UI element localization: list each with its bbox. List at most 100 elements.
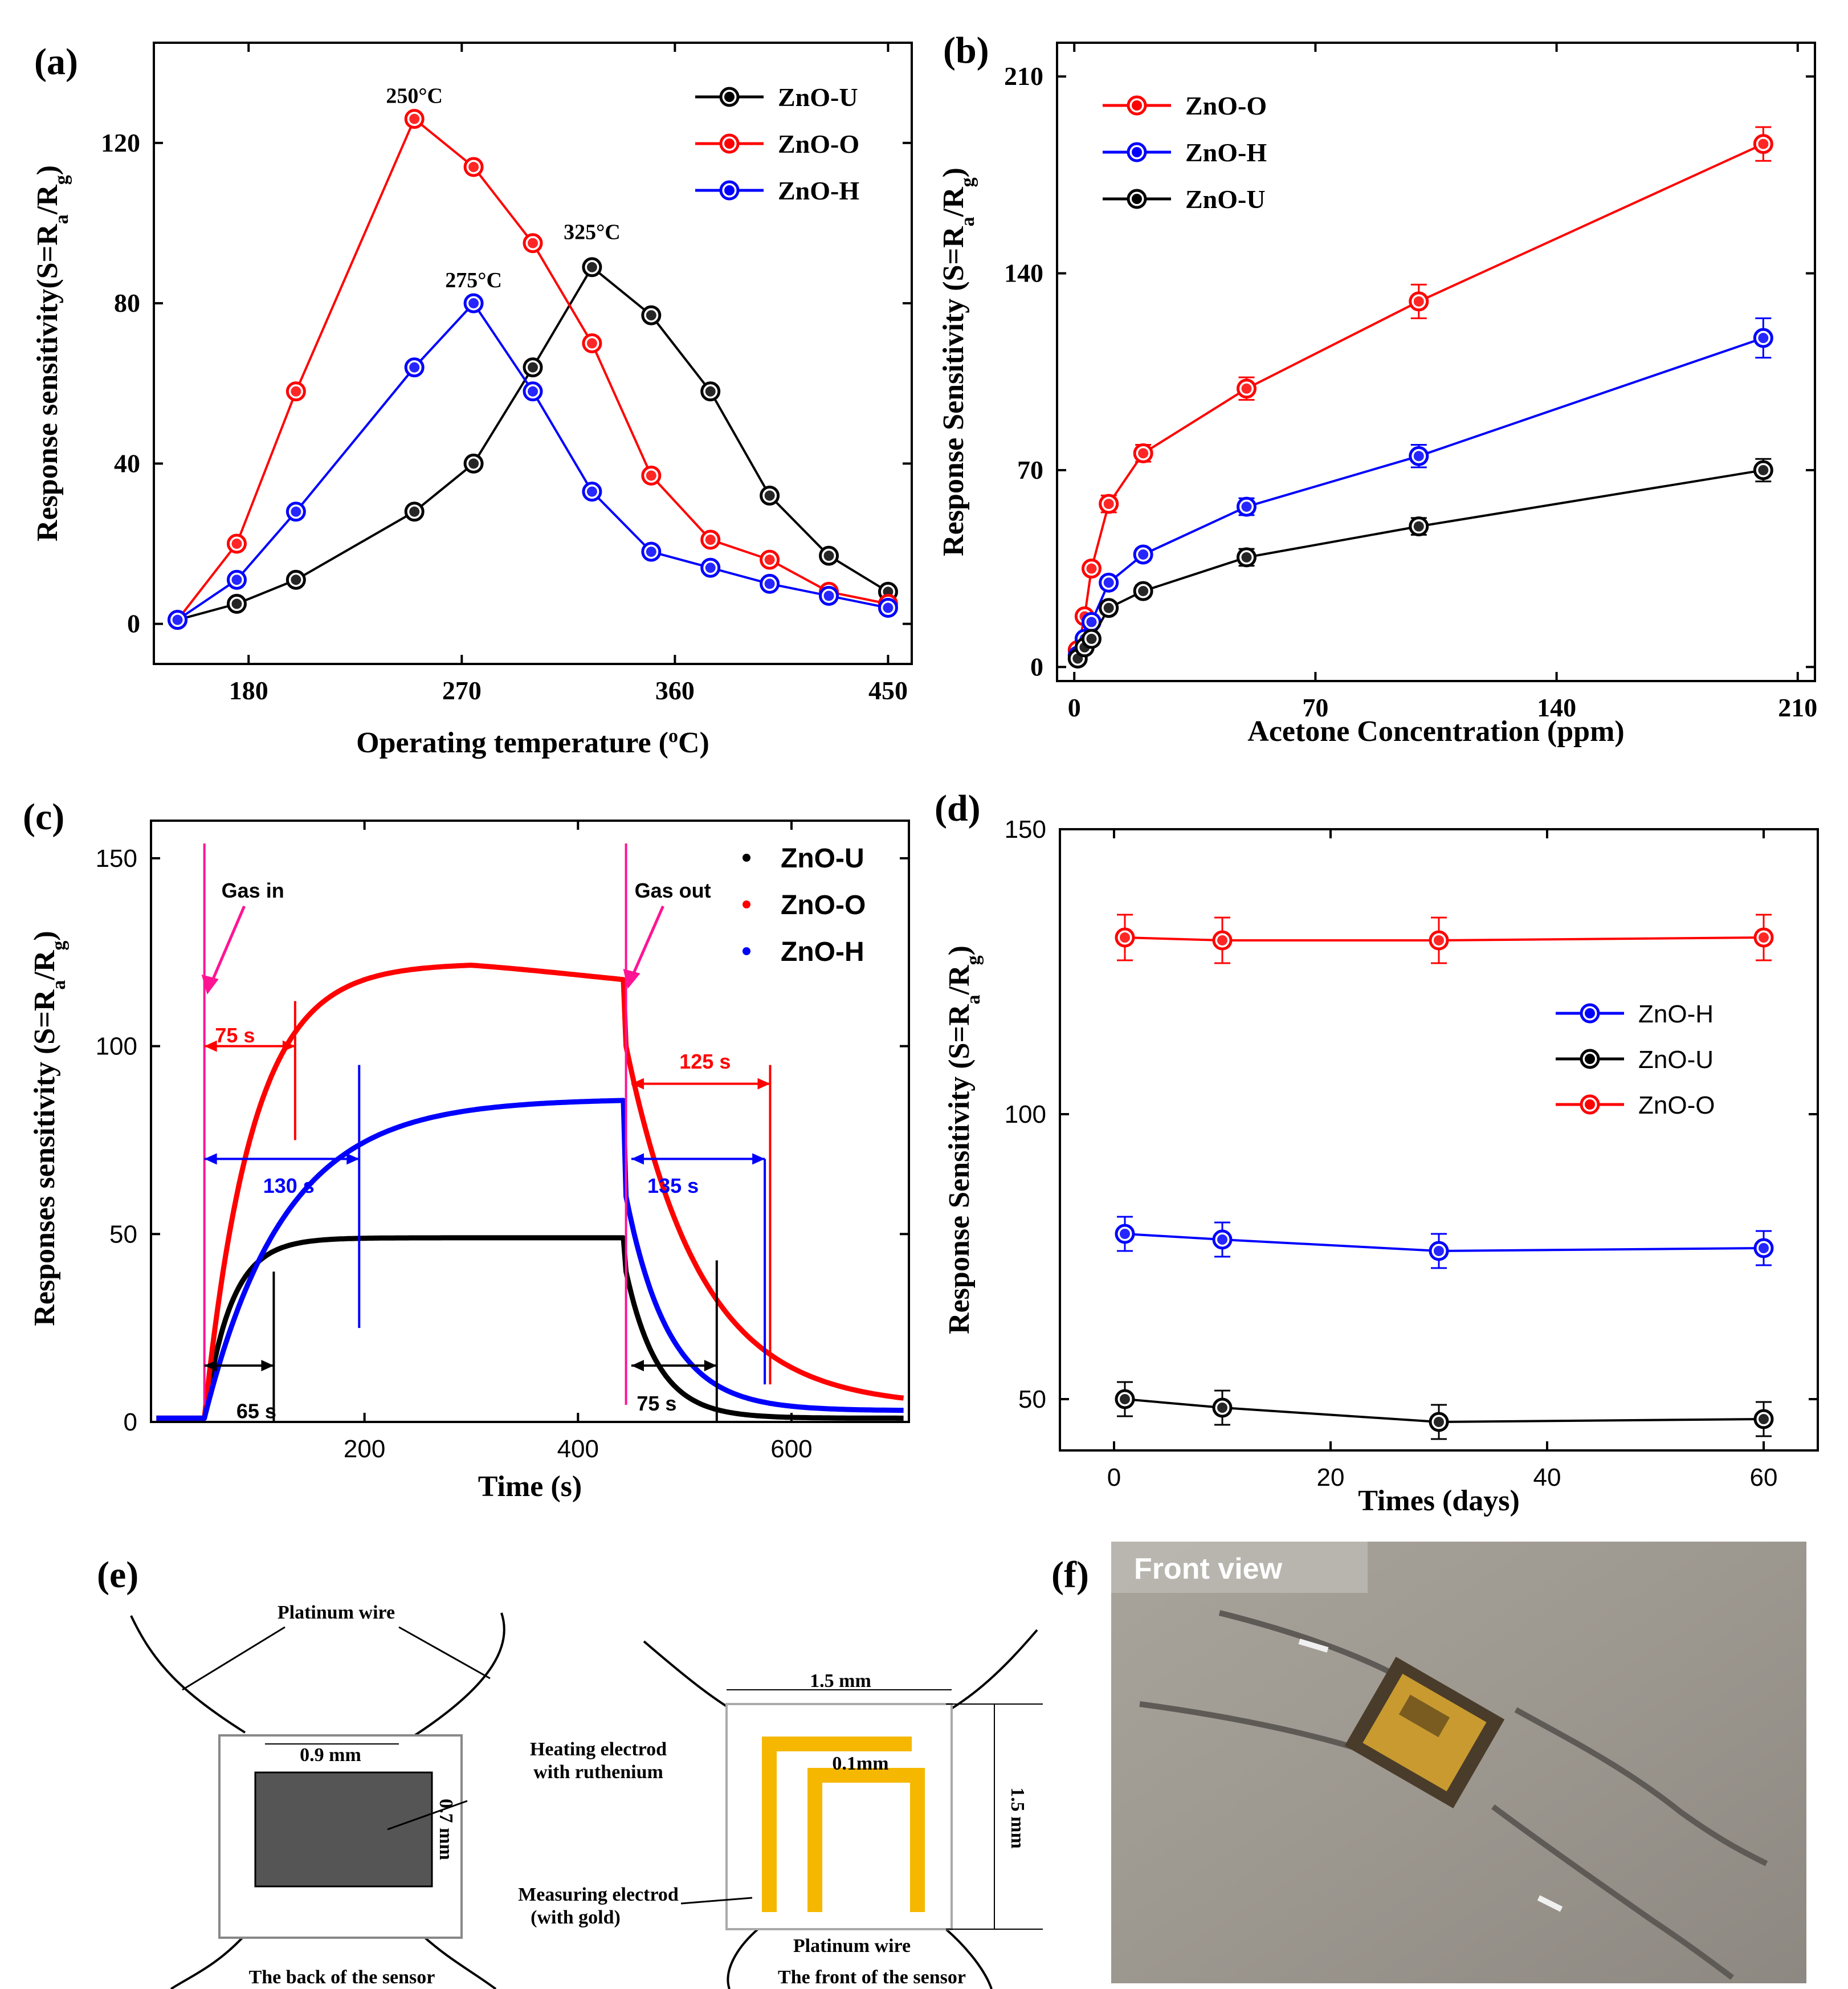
- series-line-ZnO-U: [1076, 468, 1764, 659]
- data-point-fill: [1241, 552, 1252, 563]
- photo-wire-highlight-1: [1298, 1639, 1329, 1653]
- data-point-fill: [883, 602, 894, 613]
- panel-c-xlabel: Time (s): [478, 1470, 582, 1503]
- legend-marker: [743, 947, 750, 955]
- panel-c-marks: [156, 963, 904, 1421]
- y-tick-label: 80: [114, 288, 140, 317]
- y-tick-label: 150: [1005, 816, 1046, 843]
- legend-label: ZnO-U: [1638, 1046, 1714, 1074]
- photo-wire-highlight-2: [1537, 1895, 1563, 1912]
- heating-label-1: Heating electrod: [530, 1739, 667, 1760]
- front-wire-bottom-left: [727, 1928, 759, 1989]
- data-point-fill: [823, 551, 834, 561]
- panel-d-axes: 0 20 40 60 50 100 150: [1005, 816, 1818, 1491]
- y-tick-label: 150: [96, 845, 137, 873]
- legend-marker-fill: [724, 185, 735, 195]
- panel-d-ylabel: Response Sensitivity (S=Ra/Rg): [943, 945, 984, 1334]
- h-response-arrow-r: [346, 1153, 360, 1165]
- data-point-fill: [1434, 1246, 1444, 1256]
- panel-b-legend: ZnO-O ZnO-H ZnO-U: [1103, 91, 1267, 214]
- gold-electrode-outer: [762, 1737, 912, 1912]
- x-tick-label: 400: [557, 1435, 599, 1463]
- series-line-ZnO-U: [1124, 1398, 1764, 1424]
- legend-label: ZnO-O: [1638, 1091, 1715, 1119]
- panel-b-ylabel: Response Sensitivity (S=Ra/Rg): [937, 168, 978, 556]
- data-point-fill: [586, 486, 597, 497]
- panel-b-xlabel: Acetone Concentration (ppm): [1247, 715, 1624, 748]
- sensor-back-diagram: Platinum wire 0.9 mm 0.7 mm Heating elec…: [130, 1602, 667, 1989]
- x-tick-label: 60: [1750, 1464, 1778, 1491]
- x-tick-label: 180: [229, 676, 268, 705]
- panel-d-xlabel: Times (days): [1358, 1485, 1520, 1517]
- o-recovery-arrow-r: [757, 1078, 770, 1090]
- data-point-fill: [231, 598, 242, 609]
- x-tick-label: 0: [1107, 1464, 1121, 1491]
- data-point-fill: [528, 238, 538, 248]
- y-tick-label: 50: [109, 1220, 137, 1248]
- y-tick-label: 120: [101, 128, 140, 157]
- u-response-label: 65 s: [236, 1399, 276, 1423]
- data-point-fill: [291, 574, 301, 585]
- data-point-fill: [231, 574, 242, 585]
- data-point-fill: [1241, 502, 1252, 512]
- data-point-fill: [291, 386, 301, 397]
- transient-ZnO-H: [156, 1098, 904, 1421]
- legend-marker-fill: [1585, 1008, 1595, 1018]
- x-tick-label: 140: [1537, 693, 1576, 722]
- o-response-arrow-r: [282, 1040, 295, 1052]
- y-tick-label: 50: [1018, 1385, 1046, 1413]
- o-response-label: 75 s: [215, 1024, 255, 1047]
- measuring-pointer: [680, 1897, 753, 1905]
- legend-marker-fill: [1132, 147, 1142, 157]
- data-point-fill: [1103, 577, 1114, 588]
- data-point-fill: [1217, 935, 1227, 945]
- legend-label: ZnO-O: [1185, 91, 1267, 120]
- data-point-fill: [528, 362, 538, 373]
- h-recovery-arrow-r: [752, 1153, 765, 1165]
- panel-c: (c) 200 400 600 0 50 100 150 Gas in Gas out 75 s…: [23, 796, 910, 1503]
- legend-label: ZnO-U: [781, 843, 864, 874]
- heating-pointer: [387, 1800, 468, 1831]
- legend-label: ZnO-H: [781, 937, 864, 967]
- wire-pointer-left: [182, 1626, 285, 1691]
- gas-in-arrowhead: [201, 975, 219, 995]
- legend-label: ZnO-H: [778, 176, 859, 205]
- legend-label: ZnO-H: [1185, 138, 1267, 167]
- sensor-front-diagram: 1.5 mm 0.1mm 1.5 mm Measuring electrod (…: [518, 1629, 1043, 1989]
- series-line-ZnO-H: [1124, 1233, 1764, 1253]
- panel-b-frame: [1056, 42, 1816, 682]
- sensor-back-title: The back of the sensor: [249, 1967, 435, 1988]
- peak-annotation: 275°C: [445, 268, 502, 292]
- data-point-fill: [1759, 932, 1769, 943]
- platinum-wire-front-label: Platinum wire: [793, 1935, 911, 1957]
- measuring-label-2: (with gold): [531, 1907, 621, 1928]
- data-point-fill: [1103, 499, 1114, 510]
- data-point-fill: [468, 458, 479, 469]
- panel-a-label: (a): [34, 41, 78, 83]
- panel-c-legend: ZnO-U ZnO-O ZnO-H: [743, 843, 866, 967]
- dim-09-label: 0.9 mm: [300, 1745, 361, 1766]
- x-tick-label: 600: [770, 1435, 812, 1463]
- data-point-fill: [764, 578, 775, 589]
- data-point-fill: [646, 547, 656, 557]
- panel-c-label: (c): [23, 796, 64, 838]
- photo-wire-3: [1514, 1707, 1768, 1866]
- data-point-fill: [705, 535, 716, 545]
- legend-label: ZnO-U: [778, 83, 858, 112]
- gas-out-label: Gas out: [635, 879, 711, 902]
- panel-d-label: (d): [935, 788, 981, 829]
- x-tick-label: 360: [655, 676, 695, 705]
- panel-f: (f) Front view: [1051, 1542, 1806, 1983]
- legend-marker-fill: [724, 92, 735, 102]
- panel-e-label: (e): [97, 1554, 138, 1596]
- dim-15h-label: 1.5 mm: [1007, 1787, 1028, 1849]
- panel-c-frame: [150, 820, 910, 1423]
- platinum-wire-bottom-left: [170, 1934, 246, 1989]
- y-tick-label: 40: [114, 449, 140, 478]
- x-tick-label: 0: [1068, 693, 1081, 722]
- x-tick-label: 200: [344, 1435, 385, 1463]
- x-tick-label: 270: [442, 676, 482, 705]
- transient-ZnO-O: [156, 963, 904, 1421]
- data-point-fill: [409, 506, 420, 517]
- photo-chip-detail: [1398, 1694, 1450, 1738]
